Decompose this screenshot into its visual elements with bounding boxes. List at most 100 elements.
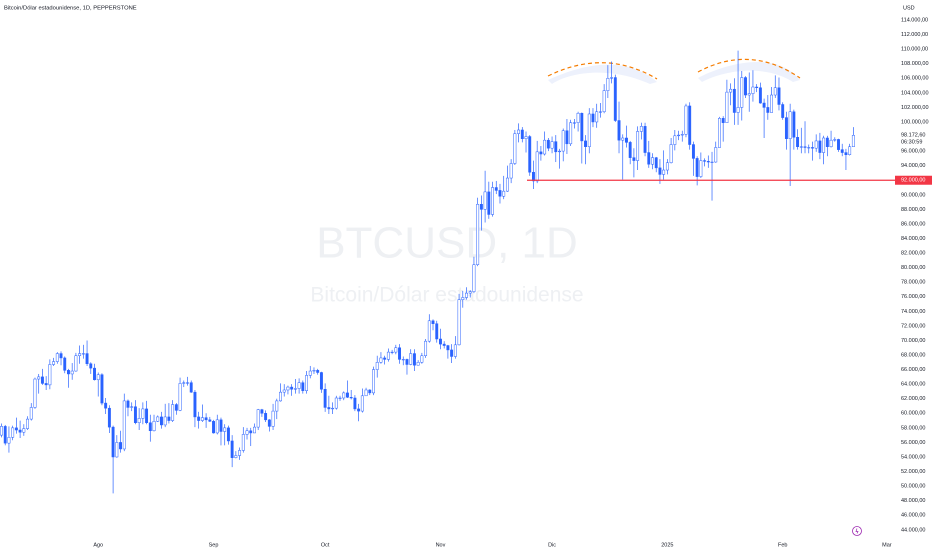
candle-body [851,135,855,147]
candle-body [386,351,390,360]
candle-body [524,136,528,139]
candle-body [814,140,818,149]
candle-body [476,204,480,265]
y-tick-label: 76.000,00 [901,294,925,300]
candle-body [178,383,182,411]
candle-body [569,122,573,145]
watermark: BTCUSD, 1D [316,219,578,268]
x-tick-label: Ago [93,542,103,548]
candle-body [372,369,375,394]
candle-body [297,382,301,389]
candle-body [308,370,312,376]
x-tick-label: Feb [778,542,787,548]
candle-body [554,141,558,153]
candle-body [688,105,692,145]
candle-body [74,355,78,372]
candle-body [253,426,256,434]
candle-body [133,406,137,423]
candle-body [792,111,796,138]
candle-body [89,363,93,369]
candle-body [684,105,688,135]
candle-body [825,137,829,147]
candle-body [755,86,759,88]
y-tick-label: 58.000,00 [901,425,925,431]
candle-body [613,77,617,121]
y-tick-label: 114.000,00 [901,17,928,23]
candle-body [204,417,208,421]
candle-body [699,160,703,177]
candle-body [230,440,234,458]
y-tick-label: 46.000,00 [901,513,925,519]
candle-body [405,359,409,365]
candle-body [732,88,736,113]
y-tick-label: 94.000,00 [901,163,925,169]
candle-body [662,169,666,175]
candle-body [643,126,647,153]
candle-body [535,151,539,182]
candle-body [334,397,338,409]
candle-body [543,139,547,155]
y-tick-label: 68.000,00 [901,352,925,358]
x-tick-label: Dic [548,542,556,548]
candle-body [293,388,297,390]
candle-body [617,120,621,141]
y-tick-label: 64.000,00 [901,382,925,388]
candle-body [762,102,766,108]
candle-body [100,374,104,404]
last-price-label: 98.172,60 [901,133,925,139]
candle-body [822,137,826,153]
candle-body [461,297,465,300]
candle-body [26,418,29,429]
candle-body [513,133,517,164]
candle-body [286,386,290,391]
candle-body [736,107,740,113]
candle-body [420,355,424,363]
candle-body [744,77,747,96]
candle-body [226,427,230,442]
candle-body [96,374,100,381]
candle-body [703,160,707,162]
candle-body [323,388,327,408]
y-tick-label: 44.000,00 [901,527,925,533]
candle-body [189,382,193,393]
candle-body [342,392,346,399]
candle-body [412,353,416,366]
candle-body [598,111,602,113]
candle-body [275,400,279,412]
y-tick-label: 56.000,00 [901,440,925,446]
candle-body [628,142,632,158]
candle-body [394,347,398,353]
candle-body [517,129,521,134]
candle-body [811,147,814,149]
y-tick-label: 96.000,00 [901,149,925,155]
candle-body [33,378,37,408]
candle-body [383,357,387,360]
candle-body [379,357,383,363]
candle-body [29,407,33,420]
candle-body [346,392,349,398]
candle-body [532,171,535,182]
candle-body [167,416,171,421]
candle-body [67,370,70,375]
candle-body [580,112,584,142]
candle-body [595,111,599,123]
candle-body [431,320,435,324]
candle-body [219,419,223,432]
y-tick-label: 70.000,00 [901,338,925,344]
candle-body [833,139,837,141]
y-tick-label: 74.000,00 [901,309,925,315]
candle-body [349,397,353,399]
candle-body [442,343,446,346]
candle-body [587,113,591,147]
candle-body [468,291,472,294]
candle-body [137,418,141,423]
candle-body [465,292,468,298]
candle-body [610,77,614,79]
x-tick-label: Nov [436,542,446,548]
candle-body [316,370,320,373]
candle-body [171,404,175,421]
icon-glyph [855,528,859,534]
candle-body [695,158,699,177]
icon[interactable] [852,526,862,536]
candle-body [319,372,323,390]
